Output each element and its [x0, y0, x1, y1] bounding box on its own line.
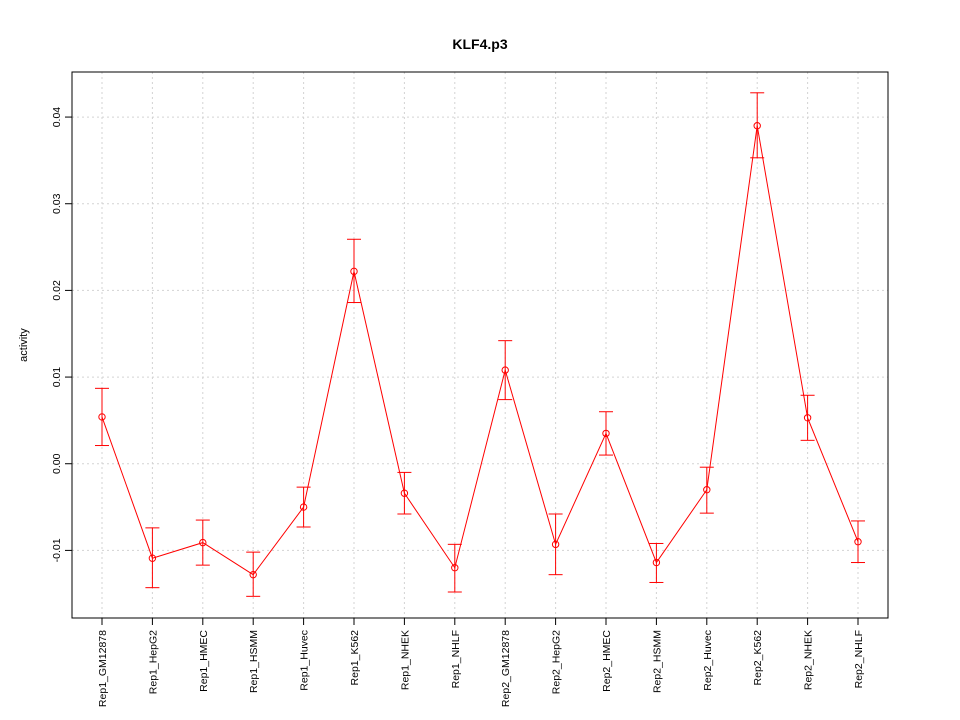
y-tick-label: 0.04: [51, 107, 63, 128]
data-point: [148, 554, 157, 562]
y-axis-label: activity: [18, 328, 30, 362]
data-point: [350, 267, 358, 276]
data-point: [400, 489, 409, 497]
x-tick-label: Rep1_NHEK: [399, 630, 411, 690]
axis-layer: -0.01 0.00 0.01 0.02 0.03 0.04 Rep1_GM12878 Rep…: [51, 107, 865, 707]
data-point: [299, 503, 308, 511]
x-tick-label: Rep1_Huvec: [299, 630, 311, 691]
data-point: [98, 413, 106, 421]
y-tick-label: -0.01: [51, 538, 63, 562]
data-point: [501, 366, 509, 374]
x-tick-label: Rep1_NHLF: [450, 630, 462, 688]
y-tick-label: 0.01: [51, 367, 63, 388]
x-tick-label: Rep1_HSMM: [248, 630, 260, 693]
chart-title: KLF4.p3: [452, 36, 507, 52]
data-point: [451, 564, 459, 572]
data-point: [249, 570, 257, 579]
x-tick-label: Rep2_Huvec: [702, 630, 714, 691]
x-tick-label: Rep1_K562: [349, 630, 361, 686]
x-tick-label: Rep1_HepG2: [147, 630, 159, 694]
series-line: [101, 125, 859, 576]
data-point: [803, 414, 812, 422]
data-point: [753, 122, 761, 130]
data-point: [199, 538, 207, 547]
error-bar-layer: [95, 92, 865, 597]
data-point: [652, 558, 661, 567]
x-tick-label: Rep2_GM12878: [500, 630, 512, 707]
x-tick-label: Rep2_NHEK: [803, 630, 815, 690]
plot-frame: [71, 71, 889, 619]
x-tick-label: Rep2_NHLF: [853, 630, 865, 688]
data-point: [602, 429, 610, 438]
y-tick-label: 0.02: [51, 280, 63, 301]
x-tick-label: Rep2_HMEC: [601, 630, 613, 692]
data-point: [854, 538, 862, 546]
x-tick-label: Rep2_HepG2: [551, 630, 563, 694]
x-tick-label: Rep2_K562: [752, 630, 764, 686]
x-tick-label: Rep2_HSMM: [651, 630, 663, 693]
data-point: [703, 486, 711, 494]
y-tick-label: 0.00: [51, 453, 63, 474]
data-point: [551, 540, 560, 549]
x-tick-label: Rep1_GM12878: [97, 630, 109, 707]
grid-layer: [72, 72, 888, 618]
series-layer: [98, 122, 862, 579]
y-tick-label: 0.03: [51, 193, 63, 214]
x-tick-label: Rep1_HMEC: [198, 630, 210, 692]
